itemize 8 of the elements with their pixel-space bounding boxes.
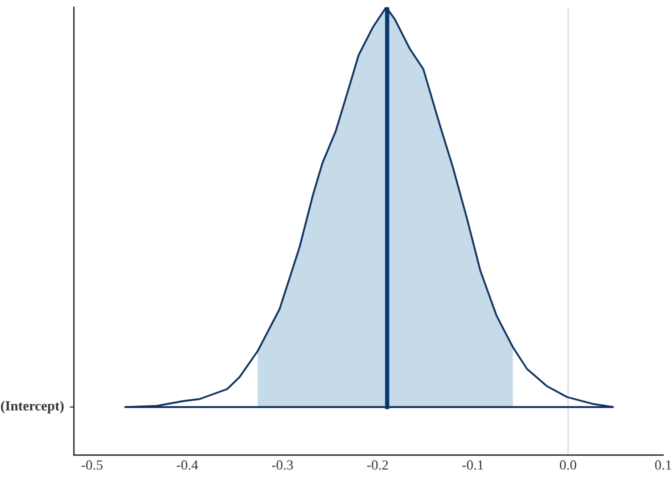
x-tick-label: -0.5: [82, 460, 102, 470]
text: (Intercept): [1, 400, 64, 414]
x-tick-label: -0.2: [367, 460, 388, 470]
x-tick-label: 0.0: [560, 460, 576, 470]
x-tick-label: -0.1: [462, 460, 484, 470]
x-tick-label: 0.1: [655, 460, 672, 470]
x-tick-label: -0.3: [272, 460, 293, 470]
x-tick-label: -0.4: [176, 460, 198, 470]
